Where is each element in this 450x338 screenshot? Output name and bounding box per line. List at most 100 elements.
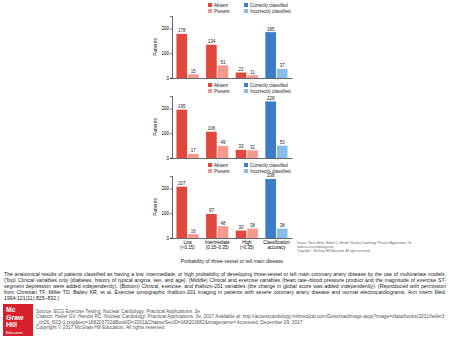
legend-swatch bbox=[208, 89, 212, 93]
axis-line bbox=[173, 78, 293, 79]
tick-label: Intermediate(0.15–0.35) bbox=[205, 240, 231, 250]
tick-mark bbox=[170, 108, 172, 109]
tick-mark bbox=[170, 188, 172, 189]
bar bbox=[236, 150, 247, 158]
bar bbox=[176, 34, 187, 78]
tick-label: 0 bbox=[166, 76, 169, 81]
tick-mark bbox=[170, 133, 172, 134]
bar bbox=[265, 179, 276, 238]
tick: 100 bbox=[161, 131, 172, 136]
source-note: Source: Steve Heller, Robert C. Hendel: … bbox=[297, 241, 412, 253]
panel: 2071697483038238380100200Low(<0.15)Inter… bbox=[152, 163, 293, 264]
figure: 17815134512211185370100200PatientsAbsent… bbox=[0, 0, 450, 270]
data-label: 49 bbox=[220, 140, 226, 145]
legend-swatch bbox=[244, 9, 248, 13]
logo-text: Hill bbox=[6, 321, 17, 328]
bar bbox=[188, 74, 199, 78]
bars bbox=[176, 179, 287, 238]
tick-mark bbox=[170, 53, 172, 54]
tick-label: High(>0.35) bbox=[240, 240, 255, 250]
legend-swatch bbox=[208, 169, 212, 173]
legend: AbsentPresentCorrectly classifiedIncorre… bbox=[208, 163, 291, 174]
logo: McGrawHill Education bbox=[3, 304, 33, 336]
data-label: 33 bbox=[239, 144, 245, 149]
legend-label: Absent bbox=[214, 83, 229, 88]
logo-text: Mc bbox=[6, 306, 16, 313]
x-title: Probability of three-vessel or left main… bbox=[181, 258, 283, 264]
data-label: 178 bbox=[178, 28, 186, 33]
legend-swatch bbox=[208, 3, 212, 7]
tick-label: 100 bbox=[161, 131, 169, 136]
data-label: 37 bbox=[280, 63, 286, 68]
tick-label: 200 bbox=[161, 26, 169, 31]
data-labels: 1781513451221118537 bbox=[178, 27, 285, 75]
y-title: Patients bbox=[152, 117, 158, 136]
data-label: 97 bbox=[209, 208, 215, 213]
legend-label: Present bbox=[214, 9, 230, 14]
bar bbox=[277, 69, 288, 78]
tick-label: 0 bbox=[166, 156, 169, 161]
legend-label: Correctly classified bbox=[250, 163, 288, 168]
data-label: 15 bbox=[191, 69, 197, 74]
legend-label: Correctly classified bbox=[250, 3, 288, 8]
data-label: 228 bbox=[267, 96, 275, 101]
data-label: 185 bbox=[267, 27, 275, 32]
tick-mark bbox=[170, 213, 172, 214]
legend-swatch bbox=[244, 169, 248, 173]
y-axis: 0 100 200 bbox=[161, 177, 172, 241]
bars bbox=[176, 101, 287, 158]
tick-label: 200 bbox=[161, 106, 169, 111]
bar bbox=[188, 154, 199, 158]
bar bbox=[265, 32, 276, 78]
tick: 100 bbox=[161, 51, 172, 56]
legend-swatch bbox=[208, 9, 212, 13]
data-label: 30 bbox=[239, 225, 245, 230]
tick-label: 200 bbox=[161, 186, 169, 191]
tick: 200 bbox=[161, 26, 172, 31]
bars bbox=[176, 32, 287, 78]
tick: Intermediate(0.15–0.35) bbox=[205, 238, 231, 250]
bar bbox=[277, 146, 288, 158]
legend-swatch bbox=[244, 163, 248, 167]
bar bbox=[247, 229, 258, 238]
x-axis bbox=[173, 158, 293, 160]
axis-line bbox=[173, 158, 293, 159]
data-label: 38 bbox=[280, 223, 286, 228]
tick-label: Classificationaccuracy bbox=[263, 240, 290, 250]
data-label: 106 bbox=[208, 126, 216, 131]
bar bbox=[176, 187, 187, 238]
axis-line bbox=[170, 177, 173, 239]
legend-label: Incorrectly classified bbox=[250, 89, 291, 94]
legend-swatch bbox=[244, 83, 248, 87]
y-axis: 0 100 200 bbox=[161, 17, 172, 81]
tick: 0 bbox=[166, 156, 172, 161]
legend-label: Correctly classified bbox=[250, 83, 288, 88]
axis-line bbox=[170, 17, 173, 79]
bar bbox=[206, 132, 217, 158]
tick-label: Low(<0.15) bbox=[180, 240, 195, 250]
bar bbox=[236, 231, 247, 238]
bar bbox=[247, 75, 258, 78]
data-labels: 1951710649333122850 bbox=[178, 96, 285, 153]
bar bbox=[265, 101, 276, 158]
logo-text: Graw bbox=[6, 314, 24, 321]
tick-label: 100 bbox=[161, 211, 169, 216]
data-label: 48 bbox=[220, 221, 226, 226]
tick: Low(<0.15) bbox=[180, 238, 195, 250]
legend-swatch bbox=[208, 83, 212, 87]
tick-mark bbox=[170, 78, 172, 79]
tick-label: 0 bbox=[166, 236, 169, 241]
axis-line bbox=[170, 97, 173, 159]
legend-swatch bbox=[244, 89, 248, 93]
bar bbox=[218, 65, 229, 78]
data-label: 195 bbox=[178, 104, 186, 109]
data-label: 17 bbox=[191, 148, 197, 153]
legend-swatch bbox=[208, 163, 212, 167]
bar bbox=[206, 214, 217, 238]
bar bbox=[247, 150, 258, 158]
copyright: Copyright © 2017 McGraw-Hill Education. … bbox=[36, 325, 446, 330]
tick-mark bbox=[170, 158, 172, 159]
logo-text: Education bbox=[6, 331, 23, 335]
data-labels: 207169748303823838 bbox=[178, 173, 285, 233]
legend: AbsentPresentCorrectly classifiedIncorre… bbox=[208, 3, 291, 14]
